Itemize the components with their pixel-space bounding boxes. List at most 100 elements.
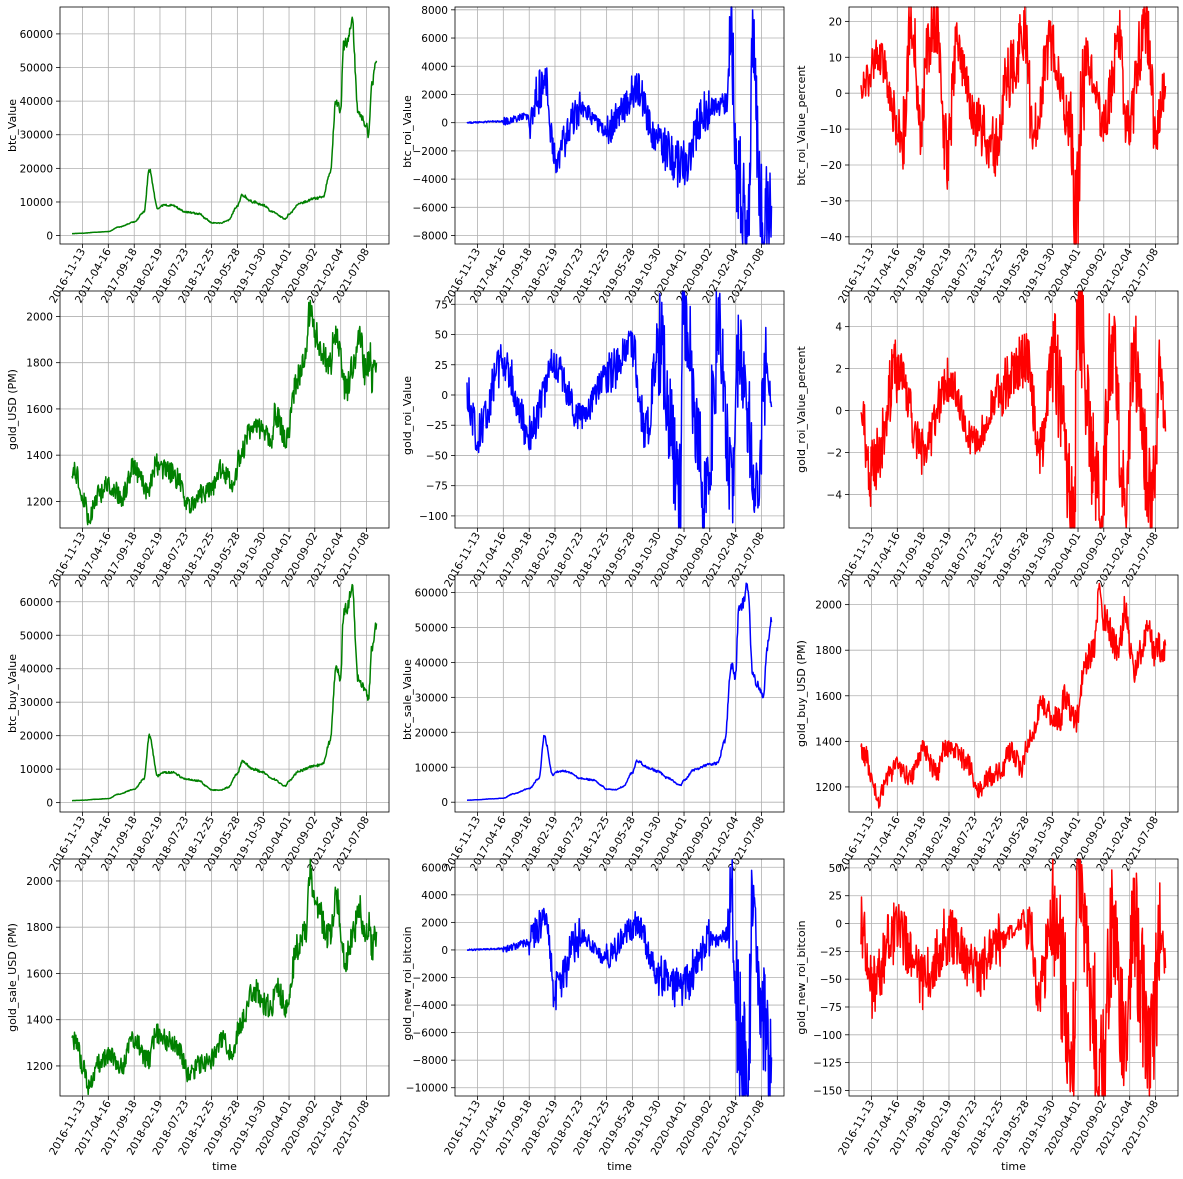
y-tick-label: 0 <box>46 798 53 810</box>
y-tick-label: −2000 <box>412 973 448 985</box>
y-tick-label: 60000 <box>415 587 448 599</box>
y-tick-label: −125 <box>813 1058 842 1070</box>
y-tick-label: 30000 <box>415 692 448 704</box>
y-tick-label: 1600 <box>26 404 53 416</box>
series-line <box>71 16 378 235</box>
y-axis-label: gold_new_roi_bitcoin <box>795 920 808 1034</box>
y-axis-label: gold_buy_USD (PM) <box>795 640 808 747</box>
y-tick-label: 20000 <box>20 163 53 175</box>
chart-panel: 2016-11-132017-04-162017-09-182018-02-19… <box>6 6 390 305</box>
y-tick-label: −25 <box>426 420 448 432</box>
x-axis-label: time <box>607 1160 632 1173</box>
y-axis-label: btc_buy_Value <box>6 654 19 733</box>
chart-panel: 2016-11-132017-04-162017-09-182018-02-19… <box>6 290 390 589</box>
y-tick-label: 0 <box>441 390 448 402</box>
y-tick-label: 0 <box>835 88 842 100</box>
y-tick-label: −40 <box>820 232 842 244</box>
y-tick-label: −4000 <box>412 174 448 186</box>
y-tick-label: 50 <box>435 330 448 342</box>
axes-frame <box>454 6 785 245</box>
y-tick-label: −8000 <box>412 1055 448 1067</box>
y-tick-label: 40000 <box>20 664 53 676</box>
y-tick-label: 20000 <box>415 727 448 739</box>
y-tick-label: −100 <box>813 1030 842 1042</box>
y-tick-label: 40000 <box>415 657 448 669</box>
y-tick-label: −75 <box>820 1002 842 1014</box>
chart-panel: 2016-11-132017-04-162017-09-182018-02-19… <box>795 574 1179 873</box>
y-tick-label: 1800 <box>26 922 53 934</box>
y-axis-label: btc_roi_Value_percent <box>795 65 808 186</box>
axes-frame <box>848 290 1179 529</box>
chart-panel: 2016-11-132017-04-162017-09-182018-02-19… <box>401 5 785 305</box>
y-tick-label: 1200 <box>815 782 842 794</box>
y-tick-label: 2000 <box>421 917 448 929</box>
y-tick-label: 1400 <box>26 450 53 462</box>
series-line <box>860 582 1167 809</box>
y-tick-label: 50000 <box>20 63 53 75</box>
y-tick-label: 1200 <box>26 1061 53 1073</box>
y-tick-label: 1200 <box>26 496 53 508</box>
y-tick-label: 2000 <box>26 311 53 323</box>
y-tick-label: 50000 <box>20 630 53 642</box>
chart-panel: 2016-11-132017-04-162017-09-182018-02-19… <box>401 290 785 589</box>
y-tick-label: −20 <box>820 160 842 172</box>
chart-panel: 2016-11-132017-04-162017-09-182018-02-19… <box>401 858 785 1173</box>
y-tick-label: −100 <box>419 511 448 523</box>
chart-panel: 2016-11-132017-04-162017-09-182018-02-19… <box>795 858 1179 1173</box>
y-tick-label: 50000 <box>415 622 448 634</box>
axes-frame <box>59 290 390 529</box>
y-axis-label: gold_roi_Value_percent <box>795 345 808 472</box>
y-axis-label: gold_sale_USD (PM) <box>6 923 19 1032</box>
chart-panel: 2016-11-132017-04-162017-09-182018-02-19… <box>795 290 1179 589</box>
axes-frame <box>59 574 390 813</box>
y-tick-label: −4 <box>827 489 843 501</box>
chart-panel: 2016-11-132017-04-162017-09-182018-02-19… <box>795 6 1179 305</box>
y-tick-label: 1600 <box>26 968 53 980</box>
y-tick-label: −8000 <box>412 231 448 243</box>
y-tick-label: 20000 <box>20 731 53 743</box>
y-tick-label: 40000 <box>20 96 53 108</box>
y-tick-label: 0 <box>46 231 53 243</box>
axes-frame <box>59 858 390 1097</box>
y-tick-label: 1400 <box>26 1015 53 1027</box>
y-tick-label: 10000 <box>20 764 53 776</box>
y-tick-label: 4000 <box>421 61 448 73</box>
y-tick-label: 0 <box>441 945 448 957</box>
y-tick-label: 4 <box>835 322 842 334</box>
y-tick-label: 1600 <box>815 691 842 703</box>
y-tick-label: 20 <box>829 16 842 28</box>
y-axis-label: btc_roi_Value <box>401 95 414 168</box>
series-line <box>466 6 773 245</box>
y-tick-label: −75 <box>426 481 448 493</box>
y-tick-label: −2000 <box>412 146 448 158</box>
y-axis-label: btc_Value <box>6 99 19 152</box>
series-line <box>860 858 1167 1097</box>
y-tick-label: 0 <box>441 118 448 130</box>
axes-frame <box>59 6 390 245</box>
axes-frame <box>848 574 1179 813</box>
y-tick-label: 60000 <box>20 29 53 41</box>
series-line <box>466 290 773 529</box>
y-tick-label: 25 <box>829 891 842 903</box>
y-tick-label: −50 <box>426 450 448 462</box>
y-tick-label: 50 <box>829 863 842 875</box>
y-tick-label: 8000 <box>421 5 448 17</box>
chart-panel: 2016-11-132017-04-162017-09-182018-02-19… <box>6 858 390 1173</box>
y-tick-label: −10000 <box>406 1083 448 1095</box>
series-line <box>71 299 378 526</box>
y-axis-label: gold_new_roi_bitcoin <box>401 926 414 1040</box>
y-tick-label: −4000 <box>412 1000 448 1012</box>
chart-panel: 2016-11-132017-04-162017-09-182018-02-19… <box>401 574 785 873</box>
axes-frame <box>848 6 1179 245</box>
series-line <box>860 6 1167 245</box>
y-tick-label: 2000 <box>26 876 53 888</box>
y-tick-label: 6000 <box>421 862 448 874</box>
y-axis-label: btc_sale_Value <box>401 659 414 740</box>
axes-frame <box>848 858 1179 1097</box>
y-tick-label: −2 <box>827 447 842 459</box>
series-line <box>71 583 378 802</box>
y-tick-label: 0 <box>835 919 842 931</box>
y-axis-label: gold_USD (PM) <box>6 369 19 450</box>
y-tick-label: 1800 <box>815 645 842 657</box>
